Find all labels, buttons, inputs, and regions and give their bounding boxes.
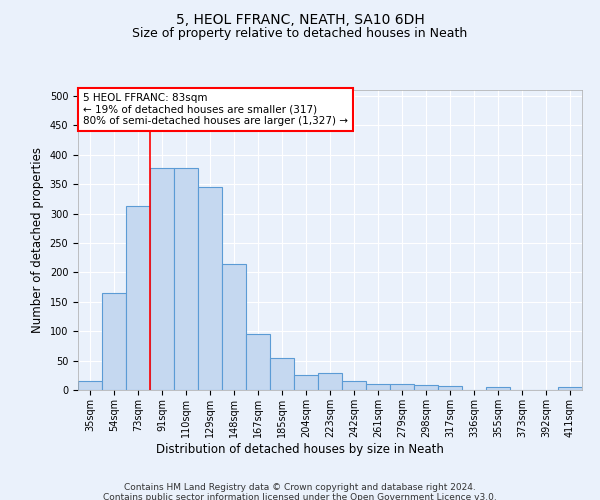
Bar <box>414 386 438 390</box>
Bar <box>438 386 462 390</box>
Text: Distribution of detached houses by size in Neath: Distribution of detached houses by size … <box>156 442 444 456</box>
Bar <box>342 381 366 390</box>
Bar <box>270 358 294 390</box>
Bar <box>126 206 150 390</box>
Text: Contains HM Land Registry data © Crown copyright and database right 2024.
Contai: Contains HM Land Registry data © Crown c… <box>103 482 497 500</box>
Text: Size of property relative to detached houses in Neath: Size of property relative to detached ho… <box>133 28 467 40</box>
Bar <box>558 387 582 390</box>
Y-axis label: Number of detached properties: Number of detached properties <box>31 147 44 333</box>
Bar <box>150 168 174 390</box>
Bar <box>102 293 126 390</box>
Bar <box>246 334 270 390</box>
Bar <box>390 384 414 390</box>
Bar <box>366 384 390 390</box>
Text: 5, HEOL FFRANC, NEATH, SA10 6DH: 5, HEOL FFRANC, NEATH, SA10 6DH <box>176 12 424 26</box>
Bar <box>486 387 510 390</box>
Bar <box>294 376 318 390</box>
Bar <box>174 168 198 390</box>
Text: 5 HEOL FFRANC: 83sqm
← 19% of detached houses are smaller (317)
80% of semi-deta: 5 HEOL FFRANC: 83sqm ← 19% of detached h… <box>83 93 348 126</box>
Bar <box>318 373 342 390</box>
Bar <box>198 187 222 390</box>
Bar <box>78 381 102 390</box>
Bar <box>222 264 246 390</box>
